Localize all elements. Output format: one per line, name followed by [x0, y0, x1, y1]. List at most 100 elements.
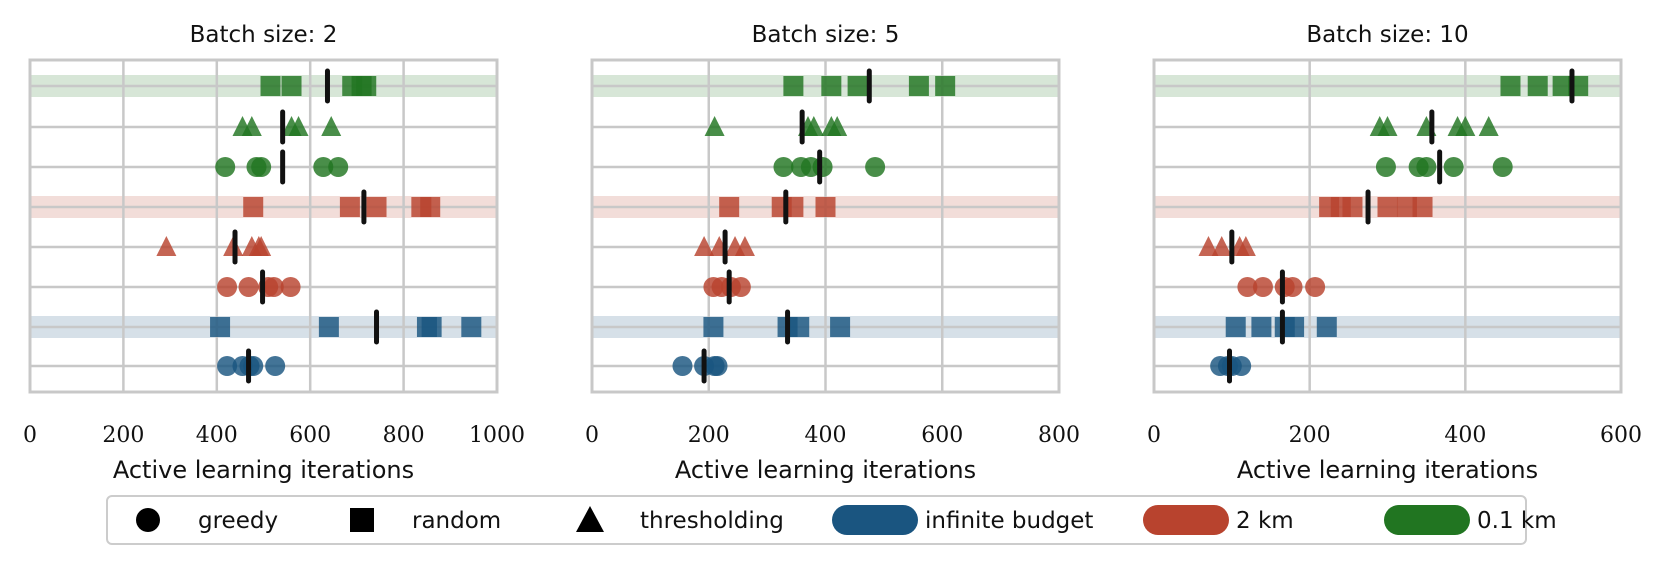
greedy-point — [1252, 277, 1273, 297]
thresholding-point — [827, 116, 848, 136]
legend: greedy random thresholding infinite budget 2… — [106, 495, 1557, 545]
thresholding-point — [1198, 236, 1219, 256]
random-point — [1342, 197, 1363, 217]
panel-title: Batch size: 5 — [752, 22, 900, 48]
legend-item-2-km: 2 km — [1143, 505, 1294, 535]
thresholding-point — [288, 116, 309, 136]
x-tick-label: 400 — [805, 423, 847, 448]
random-point — [421, 317, 442, 337]
random-point — [1412, 197, 1433, 217]
random-point — [821, 76, 842, 96]
random-point — [1251, 317, 1272, 337]
greedy-point — [217, 277, 238, 297]
square-icon — [350, 508, 374, 532]
thresholding-point — [704, 116, 725, 136]
random-point — [789, 317, 810, 337]
greedy-point — [1237, 277, 1258, 297]
random-point — [847, 76, 868, 96]
x-tick-label: 0 — [23, 423, 37, 448]
random-point — [703, 317, 724, 337]
x-tick-label: 0 — [585, 423, 599, 448]
random-point — [243, 197, 264, 217]
x-tick-label: 400 — [1444, 423, 1486, 448]
greedy-point — [672, 356, 693, 376]
panel-1: Batch size: 2 0 200 400 600 800 1000 Active lea… — [23, 22, 525, 484]
random-point — [719, 197, 740, 217]
legend-box — [106, 495, 1527, 545]
random-point — [260, 76, 281, 96]
random-point — [1225, 317, 1246, 337]
x-tick-label: 800 — [1038, 423, 1080, 448]
plot-frame — [590, 58, 1061, 394]
greedy-point — [865, 157, 886, 177]
greedy-point — [217, 356, 238, 376]
legend-label: thresholding — [640, 508, 784, 534]
random-point — [318, 317, 339, 337]
greedy-point — [773, 157, 794, 177]
greedy-point — [1305, 277, 1326, 297]
greedy-point — [812, 157, 833, 177]
random-point — [783, 76, 804, 96]
greedy-point — [1282, 277, 1303, 297]
greedy-point — [280, 277, 301, 297]
thresholding-point — [241, 116, 262, 136]
thresholding-point — [803, 116, 824, 136]
x-tick-label: 0 — [1147, 423, 1161, 448]
thresholding-point — [156, 236, 177, 256]
random-point — [815, 197, 836, 217]
x-tick-label: 600 — [289, 423, 331, 448]
random-point — [830, 317, 851, 337]
random-point — [1284, 317, 1305, 337]
greedy-point — [707, 356, 728, 376]
legend-item-01-km: 0.1 km — [1384, 505, 1557, 535]
thresholding-point — [1478, 116, 1499, 136]
random-point — [420, 197, 441, 217]
x-tick-label: 1000 — [469, 423, 525, 448]
random-point — [1527, 76, 1548, 96]
legend-item-thresholding: thresholding — [576, 506, 784, 534]
x-tick-label: 200 — [102, 423, 144, 448]
x-tick-label: 200 — [688, 423, 730, 448]
legend-label: greedy — [198, 508, 278, 534]
legend-label: 2 km — [1236, 508, 1294, 534]
legend-item-infinite-budget: infinite budget — [832, 505, 1093, 535]
random-point — [210, 317, 231, 337]
random-point — [356, 76, 377, 96]
greedy-point — [1231, 356, 1252, 376]
greedy-point — [1443, 157, 1464, 177]
legend-label: 0.1 km — [1477, 508, 1557, 534]
thresholding-point — [1455, 116, 1476, 136]
greedy-point — [265, 356, 286, 376]
plot-frame — [1152, 58, 1623, 394]
x-axis-label: Active learning iterations — [1237, 456, 1538, 484]
random-point — [1500, 76, 1521, 96]
circle-icon — [136, 508, 160, 532]
random-point — [908, 76, 929, 96]
x-axis-label: Active learning iterations — [675, 456, 976, 484]
legend-item-random: random — [350, 508, 501, 534]
greedy-point — [215, 157, 236, 177]
x-tick-label: 800 — [383, 423, 425, 448]
panel-3: Batch size: 10 0 200 400 600 Active learning … — [1147, 22, 1642, 484]
panel-title: Batch size: 10 — [1306, 22, 1468, 48]
random-point — [783, 197, 804, 217]
random-point — [366, 197, 387, 217]
greedy-point — [1375, 157, 1396, 177]
thresholding-point — [1377, 116, 1398, 136]
random-point — [461, 317, 482, 337]
legend-item-greedy: greedy — [136, 508, 278, 534]
greedy-point — [1492, 157, 1513, 177]
group-color-swatch — [832, 505, 918, 535]
x-tick-label: 600 — [921, 423, 963, 448]
random-point — [935, 76, 956, 96]
thresholding-point — [321, 116, 342, 136]
x-tick-label: 400 — [196, 423, 238, 448]
greedy-point — [730, 277, 751, 297]
triangle-icon — [576, 506, 604, 532]
random-point — [281, 76, 302, 96]
random-point — [1552, 76, 1573, 96]
thresholding-point — [734, 236, 755, 256]
greedy-point — [328, 157, 349, 177]
random-point — [1396, 197, 1417, 217]
